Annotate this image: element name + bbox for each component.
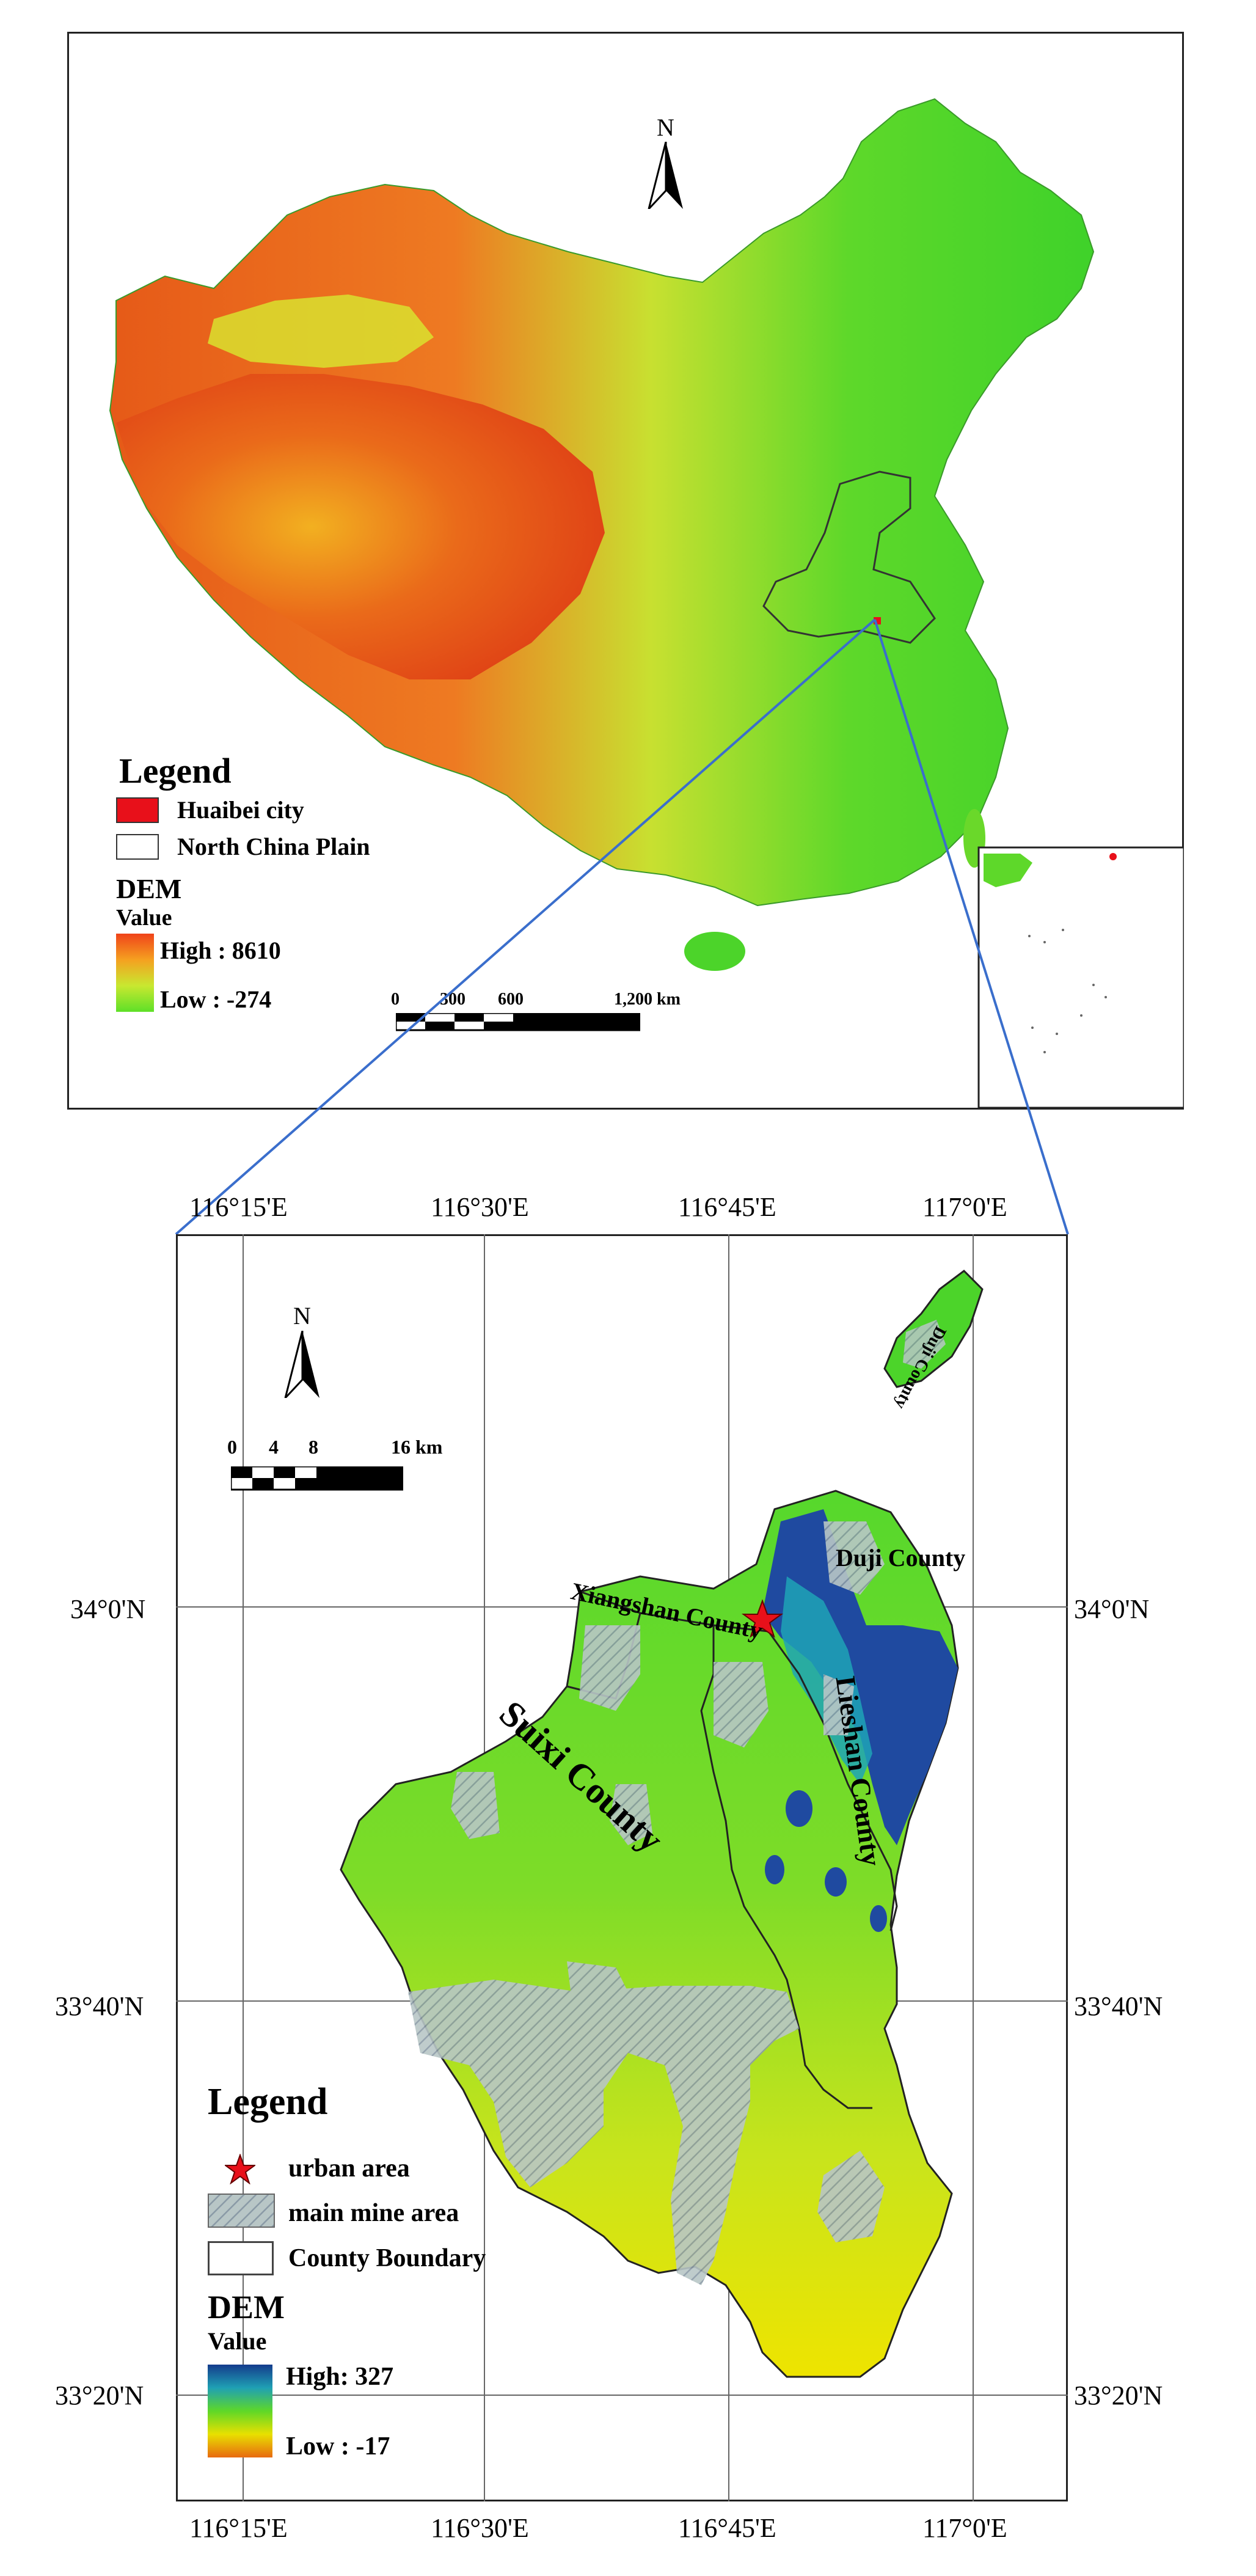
top-north-label: N [657,114,674,141]
huaibei-legend-swatch [116,797,159,823]
urban-area-legend-icon [225,2154,255,2184]
bottom-scale-8: 8 [309,1436,318,1458]
north-china-plain-legend-label: North China Plain [177,833,370,860]
china-dem-map [109,98,1184,1109]
lat-label-right-1: 34°0'N [1074,1594,1150,1624]
mine-area-legend-label: main mine area [288,2199,459,2227]
lat-label-left-3: 33°20'N [55,2380,144,2410]
huaibei-legend-label: Huaibei city [177,796,304,824]
bottom-dem-ramp [208,2365,272,2457]
bottom-scale-bar [231,1466,403,1491]
bottom-scale-0: 0 [227,1436,237,1458]
lon-label-bottom-4: 117°0'E [922,2513,1007,2543]
lon-label-bottom-3: 116°45'E [678,2513,776,2543]
lon-label-top-4: 117°0'E [922,1192,1007,1222]
north-china-plain-legend-swatch [116,834,159,860]
south-china-sea-inset [977,846,1184,1109]
county-boundary-legend-label: County Boundary [288,2244,486,2272]
bottom-dem-title: DEM [208,2289,285,2325]
top-legend-title: Legend [119,751,232,791]
tibet-plateau [116,374,605,679]
lat-label-right-3: 33°20'N [1074,2380,1163,2410]
huaibei-dem-map [176,1234,1068,2501]
bottom-dem-high: High: 327 [286,2363,394,2391]
top-scale-1200: 1,200 km [614,990,681,1009]
top-scale-bar [396,1013,640,1031]
duji-county-label: Duji County [836,1544,966,1572]
top-dem-high: High : 8610 [160,937,281,964]
urban-area-star-icon [741,1599,784,1638]
urban-area-legend-label: urban area [288,2154,410,2183]
bottom-scale-4: 4 [269,1436,279,1458]
lat-label-left-2: 33°40'N [55,1991,144,2021]
top-dem-title: DEM [116,873,182,904]
hainan-island [684,932,745,971]
bottom-legend-title: Legend [208,2081,328,2123]
top-scale-600: 600 [498,990,524,1009]
county-boundary-legend-swatch [208,2241,274,2275]
bottom-north-label: N [293,1302,311,1330]
lon-label-top-3: 116°45'E [678,1192,776,1222]
lat-label-right-2: 33°40'N [1074,1991,1163,2021]
mine-area-legend-swatch [208,2194,275,2228]
lon-label-top-1: 116°15'E [189,1192,288,1222]
lon-label-bottom-2: 116°30'E [431,2513,529,2543]
top-scale-0: 0 [391,990,400,1009]
bottom-dem-value-label: Value [208,2327,267,2355]
huaibei-main-area [340,1490,959,2378]
lon-label-top-2: 116°30'E [431,1192,529,1222]
north-china-plain-boundary [762,470,936,644]
lat-label-left-1: 34°0'N [70,1594,146,1624]
top-dem-ramp [116,934,154,1012]
top-north-arrow-icon [648,142,683,209]
top-dem-low: Low : -274 [160,986,272,1013]
top-dem-value-label: Value [116,905,172,931]
bottom-north-arrow-icon [284,1331,319,1398]
bottom-scale-16: 16 km [391,1436,443,1458]
lon-label-bottom-1: 116°15'E [189,2513,288,2543]
bottom-dem-low: Low : -17 [286,2432,390,2461]
